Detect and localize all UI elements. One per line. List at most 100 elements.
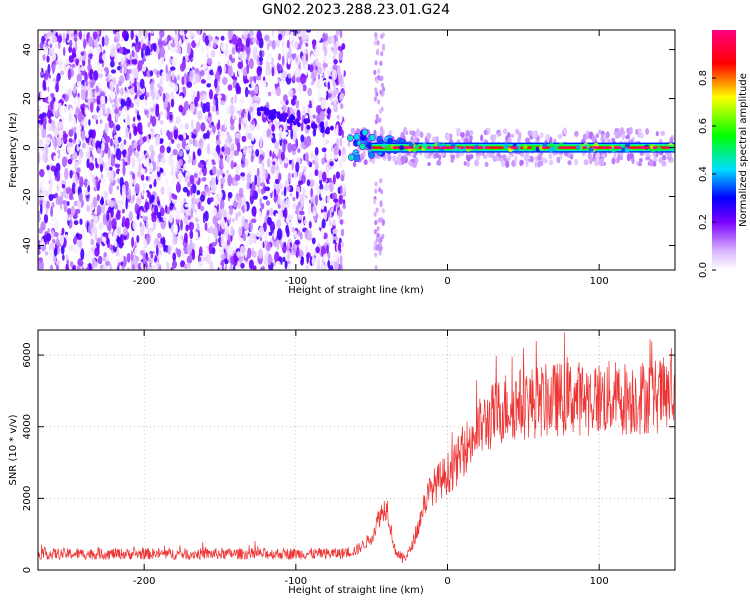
heatmap-cell-655	[311, 237, 316, 245]
heatmap-cell-3424	[637, 162, 643, 167]
heatmap-cell-2301	[261, 50, 265, 58]
heatmap-cell-2847	[231, 47, 236, 55]
heatmap-cell-2377	[104, 108, 109, 115]
heatmap-cell-2508	[39, 169, 45, 178]
heatmap-cell-2005	[64, 221, 68, 232]
colorbar-tick-label-0: 0.0	[698, 262, 709, 278]
heatmap-cell-2131	[288, 214, 294, 221]
heatmap-cell-143	[254, 260, 259, 267]
heatmap-cell-3339	[375, 245, 379, 251]
heatmap-cell-2387	[168, 121, 172, 129]
heatmap-cell-3067	[285, 224, 289, 234]
heatmap-cell-1068	[50, 206, 53, 218]
heatmap-cell-2444	[126, 97, 132, 108]
heatmap-cell-3027	[140, 232, 145, 237]
heatmap-cell-2471	[286, 186, 291, 191]
heatmap-cell-909	[99, 119, 103, 124]
heatmap-cell-2708	[284, 157, 288, 164]
heatmap-cell-3594	[574, 130, 579, 137]
heatmap-cell-3738	[591, 135, 596, 143]
heatmap-cell-3168	[228, 134, 232, 145]
heatmap-cell-3196	[333, 239, 336, 244]
heatmap-cell-2495	[238, 187, 244, 196]
heatmap-cell-2491	[339, 103, 344, 110]
heatmap-cell-2658	[340, 174, 345, 182]
heatmap-cell-3033	[159, 46, 165, 58]
heatmap-cell-2004	[200, 149, 206, 157]
spectrogram-frame	[37, 29, 676, 271]
heatmap-cell-3048	[51, 229, 55, 240]
heatmap-cell-2304	[38, 227, 43, 234]
heatmap-cell-3055	[250, 111, 255, 121]
heatmap-cell-2185	[333, 198, 339, 203]
heatmap-cell-2476	[200, 122, 206, 132]
heatmap-cell-2660	[256, 167, 260, 177]
heatmap-cell-2118	[301, 160, 304, 173]
heatmap-cell-750	[140, 174, 145, 181]
heatmap-cell-3471	[592, 153, 596, 159]
heatmap-cell-3330	[373, 129, 377, 135]
heatmap-cell-3134	[126, 267, 131, 270]
heatmap-cell-1237	[332, 64, 338, 71]
heatmap-cell-2366	[65, 234, 68, 240]
heatmap-cell-2629	[69, 39, 73, 48]
heatmap-cell-1805	[147, 121, 151, 128]
heatmap-cell-2670	[298, 229, 301, 237]
heatmap-cell-1842	[61, 227, 65, 235]
heatmap-cell-3748	[545, 133, 550, 141]
heatmap-cell-2028	[53, 247, 58, 257]
heatmap-cell-2305	[241, 215, 246, 227]
heatmap-cell-1506	[109, 244, 114, 251]
heatmap-cell-2590	[120, 98, 124, 109]
heatmap-cell-3841	[588, 147, 594, 153]
heatmap-cell-1133	[58, 195, 64, 205]
heatmap-cell-2893	[219, 158, 224, 171]
heatmap-cell-2877	[211, 121, 214, 126]
heatmap-cell-3895	[450, 146, 455, 149]
heatmap-cell-2573	[219, 154, 224, 160]
heatmap-cell-2225	[133, 138, 137, 149]
heatmap-cell-2719	[121, 208, 125, 214]
heatmap-cell-3160	[114, 108, 120, 115]
heatmap-cell-1235	[53, 126, 59, 138]
heatmap-cell-1845	[188, 221, 195, 231]
heatmap-cell-3010	[227, 244, 234, 256]
heatmap-cell-3021	[255, 231, 261, 238]
heatmap-cell-3681	[601, 153, 607, 158]
heatmap-cell-2725	[148, 32, 151, 42]
heatmap-cell-3017	[208, 35, 214, 42]
heatmap-cell-2887	[314, 194, 319, 205]
heatmap-cell-3719	[350, 127, 355, 134]
heatmap-cell-1012	[276, 219, 281, 229]
heatmap-cell-3071	[320, 99, 326, 110]
heatmap-cell-2999	[170, 169, 175, 177]
heatmap-cell-2944	[341, 43, 346, 50]
heatmap-cell-3174	[258, 210, 262, 222]
heatmap-cell-3329	[378, 187, 382, 193]
heatmap-cell-1500	[196, 189, 201, 196]
heatmap-cell-2627	[119, 68, 123, 74]
heatmap-cell-2715	[337, 209, 343, 218]
heatmap-cell-2786	[194, 33, 200, 44]
heatmap-cell-2711	[77, 39, 80, 49]
heatmap-cell-3104	[141, 157, 147, 165]
heatmap-cell-785	[182, 46, 185, 52]
heatmap-cell-3073	[74, 183, 78, 194]
heatmap-cell-1461	[93, 61, 98, 71]
heatmap-cell-2293	[291, 143, 297, 152]
heatmap-cell-3109	[289, 192, 293, 197]
heatmap-cell-2951	[296, 186, 301, 193]
heatmap-cell-2961	[227, 191, 233, 199]
x-tick-label-3: 100	[590, 576, 609, 587]
heatmap-cell-2596	[157, 200, 161, 207]
heatmap-cell-3405	[392, 154, 397, 163]
heatmap-cell-2738	[125, 72, 130, 81]
heatmap-cell-3565	[388, 130, 393, 136]
heatmap-cell-1746	[41, 128, 47, 139]
heatmap-cell-1671	[45, 232, 52, 242]
heatmap-cell-3527	[630, 139, 634, 144]
heatmap-cell-2517	[297, 30, 301, 34]
heatmap-cell-2783	[90, 215, 94, 220]
heatmap-cell-598	[266, 42, 270, 51]
heatmap-cell-3427	[438, 154, 442, 161]
